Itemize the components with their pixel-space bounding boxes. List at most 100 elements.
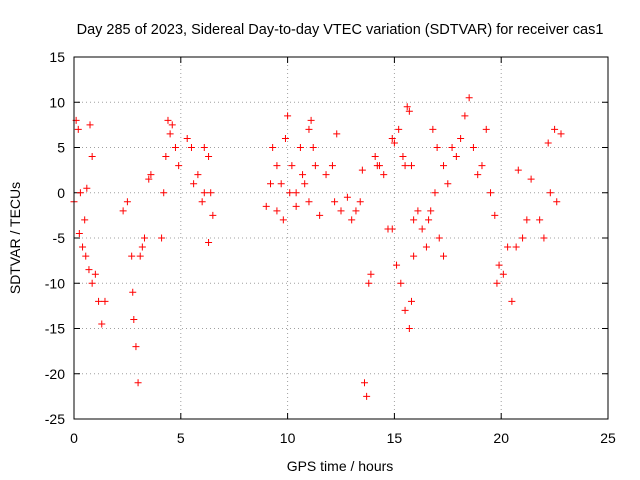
data-point [200, 189, 208, 197]
data-point [544, 139, 552, 147]
data-point [277, 180, 285, 188]
data-point [331, 198, 339, 206]
data-point [205, 239, 213, 247]
data-point [461, 112, 469, 120]
series-seg10 [273, 116, 341, 224]
data-point [198, 198, 206, 206]
data-point [267, 180, 275, 188]
data-point [168, 121, 176, 129]
data-point [536, 216, 544, 224]
data-point [279, 216, 287, 224]
data-point [380, 171, 388, 179]
data-point [81, 216, 89, 224]
data-point [166, 130, 174, 138]
data-point [399, 153, 407, 161]
data-point [407, 297, 415, 305]
data-point [76, 189, 84, 197]
data-point [299, 171, 307, 179]
series-seg15 [410, 189, 448, 260]
data-point [487, 189, 495, 197]
data-point [388, 134, 396, 142]
series-seg5 [136, 171, 155, 260]
data-point [360, 379, 368, 387]
data-point [478, 162, 486, 170]
data-point [119, 207, 127, 215]
data-point [440, 252, 448, 260]
data-point [209, 211, 217, 219]
data-point [86, 121, 94, 129]
data-point [388, 225, 396, 233]
data-point [356, 198, 364, 206]
grid-lines [74, 57, 608, 419]
data-point [367, 270, 375, 278]
data-point [128, 252, 136, 260]
y-tick-label: 10 [49, 94, 65, 110]
data-point [499, 270, 507, 278]
data-point [175, 162, 183, 170]
data-point [410, 252, 418, 260]
data-point [311, 162, 319, 170]
data-point [98, 320, 106, 328]
series-seg18 [536, 125, 565, 242]
data-point [375, 162, 383, 170]
data-point [322, 171, 330, 179]
data-point [440, 162, 448, 170]
plot-frame [73, 56, 609, 420]
data-point [514, 166, 522, 174]
x-tick-label: 10 [280, 430, 296, 446]
data-point [418, 225, 426, 233]
data-point [546, 189, 554, 197]
data-point [132, 343, 140, 351]
data-point [95, 297, 103, 305]
data-point [129, 288, 137, 296]
data-point [74, 125, 82, 133]
data-point [343, 193, 351, 201]
series-seg14 [388, 103, 415, 170]
data-point [395, 125, 403, 133]
data-point [393, 261, 401, 269]
x-tick-label: 25 [600, 430, 616, 446]
data-point [262, 202, 270, 210]
data-point [207, 189, 215, 197]
tick-labels: 0 5 10 15 20 25 15 10 5 0 -5 -10 -15 -20 -25 [45, 49, 616, 446]
data-point [523, 216, 531, 224]
data-point [405, 325, 413, 332]
series-seg17 [493, 166, 535, 305]
series-seg16 [425, 94, 499, 224]
data-point [123, 198, 131, 206]
data-point [433, 144, 441, 151]
data-point [158, 234, 166, 242]
y-tick-label: 5 [57, 140, 65, 156]
data-point [333, 130, 341, 138]
data-point [469, 144, 477, 151]
data-point [307, 116, 315, 124]
data-point [328, 162, 336, 170]
data-point [427, 207, 435, 215]
data-point [337, 207, 345, 215]
data-point [284, 112, 292, 120]
data-point [425, 216, 433, 224]
x-tick-label: 5 [177, 430, 185, 446]
data-point [444, 180, 452, 188]
data-point [403, 103, 411, 111]
data-point [358, 166, 366, 174]
data-point [448, 144, 456, 151]
data-point [557, 130, 565, 138]
data-point [410, 216, 418, 224]
data-point [551, 125, 559, 133]
data-point [162, 153, 170, 161]
data-point [305, 125, 313, 133]
data-point [205, 153, 213, 161]
data-point [519, 234, 527, 242]
data-point [422, 243, 430, 251]
series-seg3 [81, 121, 96, 224]
data-point [316, 211, 324, 219]
data-point [82, 252, 90, 260]
data-point [465, 94, 473, 102]
data-point [281, 134, 289, 142]
data-point [79, 243, 87, 251]
y-tick-label: -5 [53, 230, 66, 246]
y-tick-label: -25 [45, 411, 65, 427]
x-axis-title: GPS time / hours [287, 458, 394, 474]
